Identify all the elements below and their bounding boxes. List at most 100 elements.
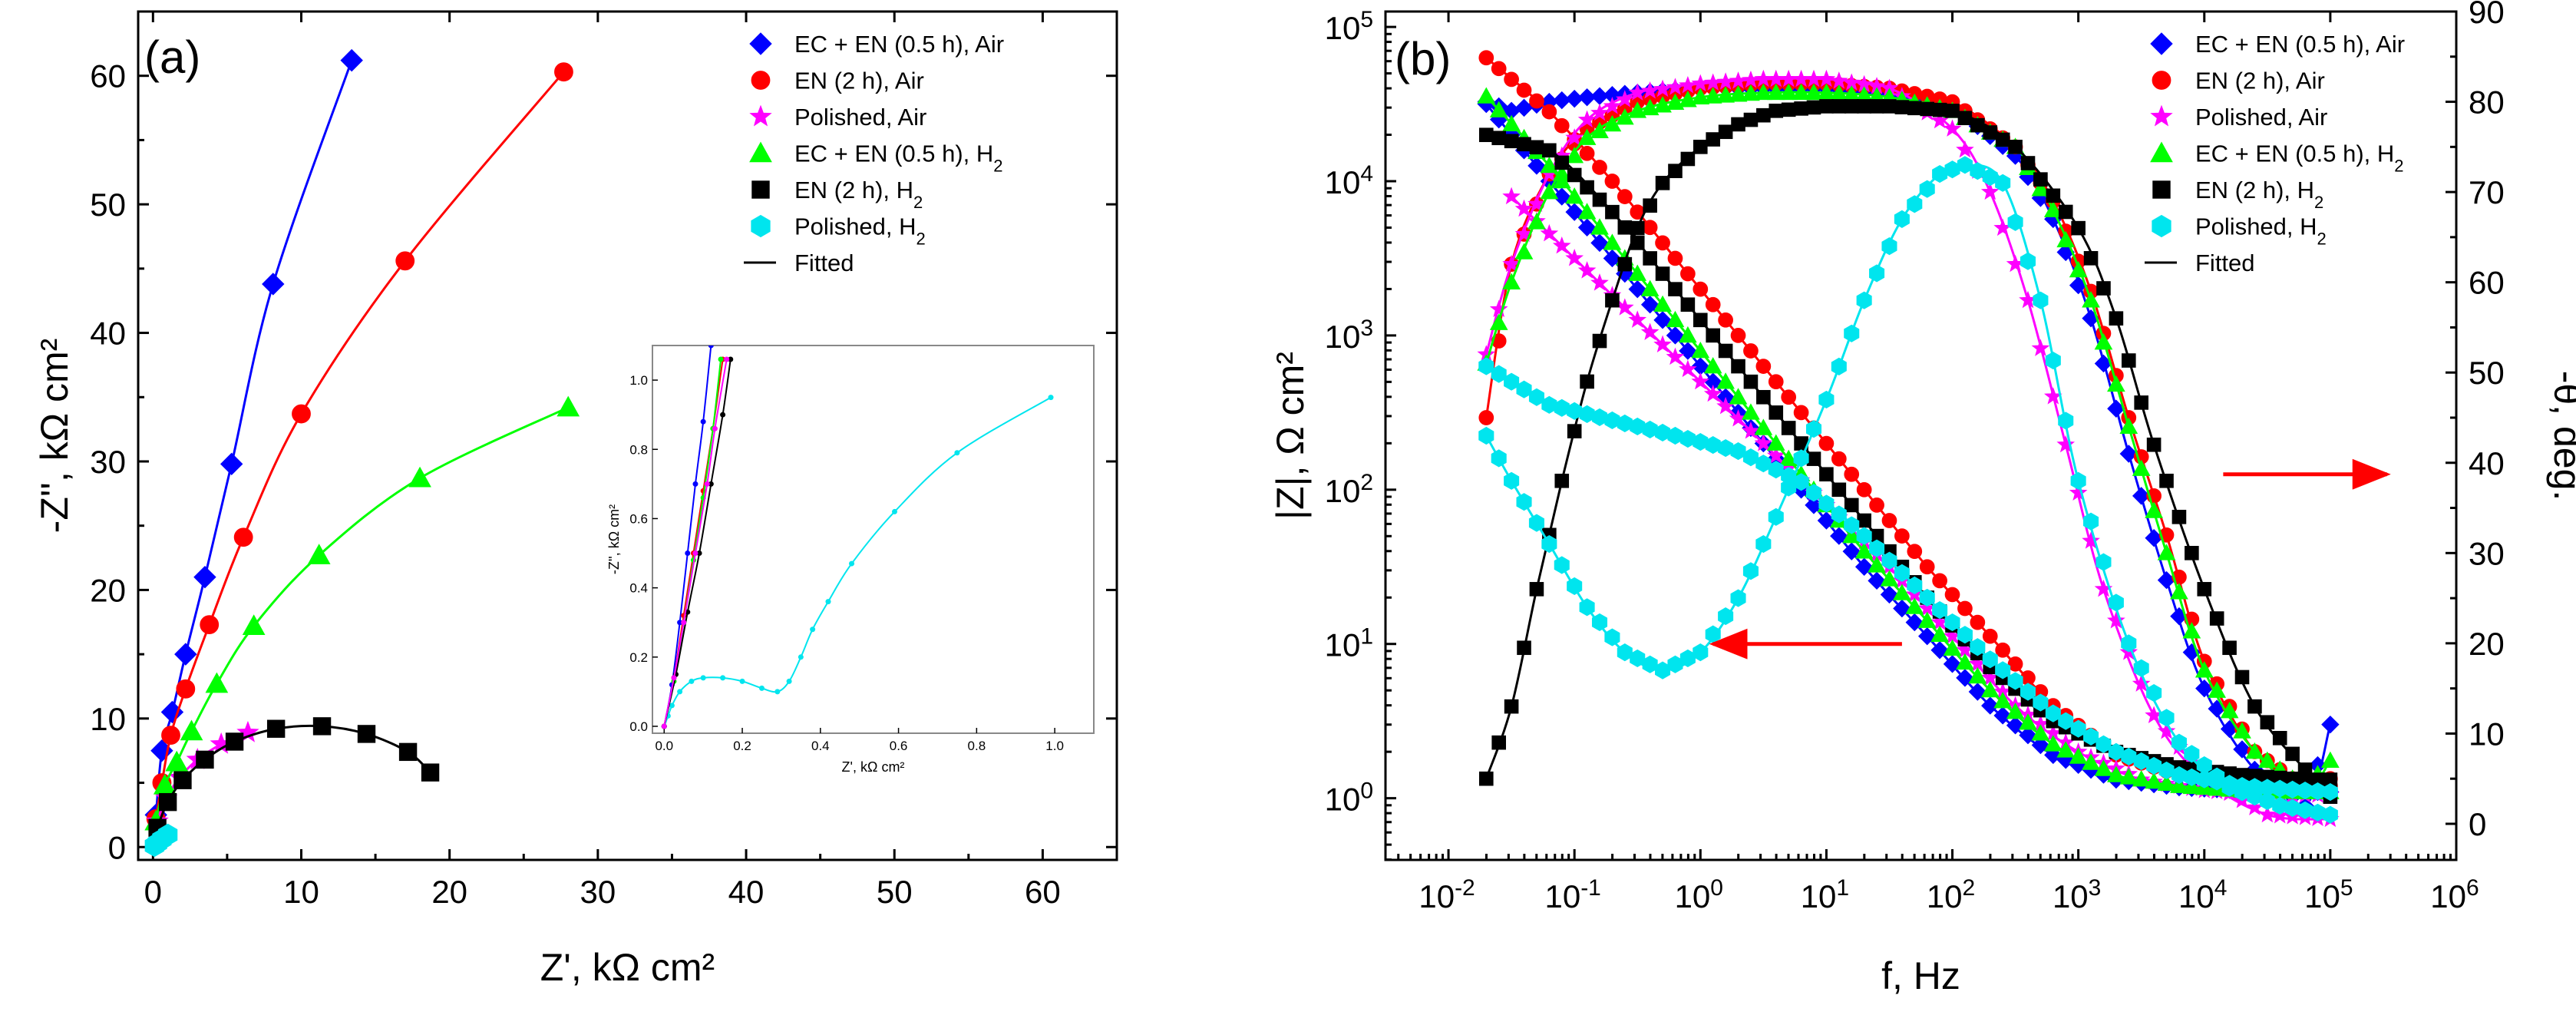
phase-data-point bbox=[1869, 99, 1884, 114]
impedance-data-point bbox=[1668, 282, 1683, 296]
phase-data-point bbox=[1693, 643, 1709, 662]
impedance-data-point bbox=[1755, 455, 1772, 473]
phase-data-point bbox=[2208, 681, 2227, 698]
phase-data-point bbox=[1907, 195, 1923, 213]
phase-data-point bbox=[2121, 634, 2137, 653]
legend-label: Fitted bbox=[794, 250, 854, 276]
y2-tick-label: 40 bbox=[2469, 445, 2505, 481]
phase-data-point bbox=[1679, 75, 1697, 94]
inset-data-point bbox=[661, 723, 667, 729]
inset-data-point bbox=[739, 678, 745, 684]
phase-data-point bbox=[1756, 107, 1771, 123]
phase-data-point bbox=[2258, 805, 2277, 823]
impedance-data-point bbox=[1766, 434, 1785, 451]
impedance-data-point bbox=[1691, 372, 1710, 390]
y-tick-label: 103 bbox=[1325, 315, 1373, 355]
phase-data-point bbox=[1491, 735, 1507, 750]
phase-data-point bbox=[1640, 98, 1660, 116]
legend-marker bbox=[749, 32, 772, 55]
phase-data-point bbox=[2083, 251, 2099, 266]
inset-data-point bbox=[758, 685, 765, 691]
phase-data-point bbox=[1628, 83, 1647, 101]
x-tick-label: 104 bbox=[2178, 875, 2227, 915]
legend-marker bbox=[2150, 104, 2173, 127]
legend-label: EN (2 h), H2 bbox=[2195, 177, 2323, 212]
phase-data-point bbox=[1680, 151, 1696, 167]
impedance-data-point bbox=[1857, 513, 1871, 528]
x-tick-label: 30 bbox=[580, 874, 616, 910]
impedance-data-point bbox=[1907, 576, 1923, 594]
impedance-data-point bbox=[1743, 343, 1759, 359]
inset-x-tick-label: 0.8 bbox=[968, 739, 986, 753]
impedance-data-point bbox=[1894, 528, 1910, 544]
panel-label: (a) bbox=[144, 31, 200, 83]
impedance-data-point bbox=[1553, 187, 1571, 206]
phase-data-point bbox=[1894, 210, 1910, 228]
phase-data-point bbox=[2259, 792, 2275, 811]
phase-data-point bbox=[1729, 85, 1748, 102]
phase-data-point bbox=[1718, 124, 1733, 140]
impedance-data-point bbox=[1580, 180, 1594, 195]
inset-data-point bbox=[724, 356, 730, 362]
legend-marker bbox=[2152, 214, 2171, 238]
phase-data-point bbox=[2171, 733, 2187, 752]
impedance-data-point bbox=[1653, 335, 1672, 353]
inset-data-point bbox=[720, 412, 726, 418]
impedance-data-point bbox=[2045, 704, 2061, 722]
phase-data-point bbox=[1567, 577, 1583, 595]
impedance-data-point bbox=[1868, 556, 1886, 573]
legend-label: EC + EN (0.5 h), H2 bbox=[794, 141, 1003, 176]
impedance-data-point bbox=[1640, 279, 1660, 296]
phase-data-point bbox=[2245, 742, 2264, 759]
impedance-data-point bbox=[1703, 357, 1722, 374]
x-tick-label: 103 bbox=[2053, 875, 2101, 915]
impedance-data-point bbox=[2146, 756, 2162, 775]
impedance-data-point bbox=[1917, 611, 1937, 628]
phase-data-point bbox=[1502, 254, 1521, 273]
impedance-data-point bbox=[1554, 155, 1570, 170]
inset-data-point bbox=[700, 418, 706, 425]
phase-data-point bbox=[1527, 213, 1546, 230]
legend-label: Polished, H2 bbox=[794, 213, 926, 249]
phase-data-point bbox=[1653, 79, 1672, 98]
impedance-data-point bbox=[1718, 343, 1733, 359]
fitted-line bbox=[151, 724, 431, 848]
phase-data-point bbox=[2070, 471, 2086, 490]
phase-data-point bbox=[1781, 102, 1796, 117]
phase-data-point bbox=[1691, 88, 1710, 104]
phase-data-point bbox=[1640, 81, 1660, 99]
impedance-data-point bbox=[1491, 365, 1507, 383]
impedance-data-point bbox=[1653, 311, 1672, 329]
legend-label: Fitted bbox=[2195, 250, 2255, 276]
impedance-data-point bbox=[2157, 774, 2176, 792]
inset-data-point bbox=[671, 675, 677, 681]
phase-data-point bbox=[1982, 167, 1998, 187]
inset-data-point bbox=[720, 675, 726, 681]
inset-data-point bbox=[728, 356, 734, 362]
impedance-data-point bbox=[1640, 296, 1660, 314]
impedance-data-point bbox=[1502, 187, 1521, 205]
legend-label: Polished, Air bbox=[2195, 104, 2327, 131]
impedance-data-point bbox=[1818, 435, 1835, 451]
impedance-data-point bbox=[2006, 703, 2025, 719]
impedance-data-point bbox=[2069, 747, 2088, 764]
phase-data-point bbox=[2158, 709, 2175, 727]
impedance-data-point bbox=[1628, 310, 1647, 328]
legend-marker bbox=[2152, 71, 2171, 90]
phase-data-point bbox=[2195, 661, 2214, 678]
impedance-data-point bbox=[1944, 613, 1960, 632]
phase-data-point bbox=[1869, 264, 1885, 283]
impedance-data-point bbox=[1605, 204, 1620, 220]
y2-tick-label: 20 bbox=[2469, 626, 2505, 662]
phase-data-point bbox=[2233, 740, 2251, 759]
phase-data-point bbox=[1857, 99, 1871, 114]
phase-data-point bbox=[1693, 140, 1708, 154]
inset-data-point bbox=[692, 481, 698, 487]
inset-y-tick-label: 1.0 bbox=[629, 373, 648, 388]
inset-x-tick-label: 0.4 bbox=[811, 739, 830, 753]
x-tick-label: 10 bbox=[283, 874, 319, 910]
phase-data-point bbox=[2221, 779, 2237, 797]
inset-data-point bbox=[810, 627, 816, 633]
phase-data-point bbox=[1706, 132, 1721, 147]
impedance-data-point bbox=[1819, 467, 1834, 482]
